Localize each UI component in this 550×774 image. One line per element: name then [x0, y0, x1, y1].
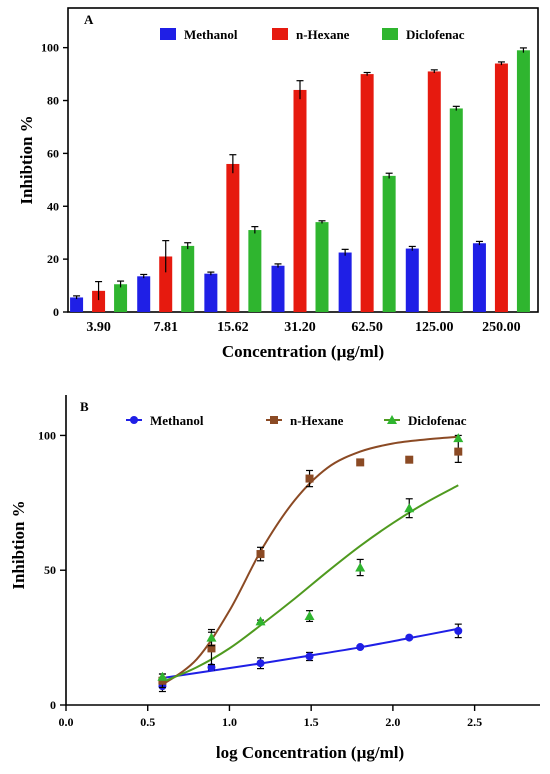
panel-a-bar-methanol	[137, 276, 151, 312]
panel-b-point-methanol	[207, 663, 216, 672]
panel-a-bar-chart: A Methanol n-Hexane Diclofenac 0 20 40 60 80 10…	[17, 7, 539, 361]
panel-b-legend-label: Methanol	[150, 413, 204, 428]
panel-a-bar-diclofenac	[382, 175, 396, 312]
panel-a-legend-label: n-Hexane	[296, 27, 350, 42]
panel-a-legend-swatch-n-hexane	[272, 28, 288, 40]
panel-a-x-tick-label: 250.00	[482, 320, 521, 335]
panel-b-x-tick-label: 2.5	[467, 715, 482, 729]
panel-a-bar-n-hexane	[92, 290, 106, 312]
panel-a-bar-n-hexane	[293, 89, 307, 313]
panel-a-legend-label: Diclofenac	[406, 27, 465, 42]
panel-b-fit-curve-n-hexane	[161, 435, 459, 686]
panel-b-x-tick-label: 2.0	[385, 715, 400, 729]
panel-a-bar-diclofenac	[114, 284, 128, 312]
panel-b-point-n-hexane	[305, 474, 314, 483]
panel-a-bar-methanol	[405, 248, 419, 312]
panel-a-x-tick-label: 7.81	[153, 320, 178, 335]
panel-b-y-tick-label: 50	[44, 563, 56, 577]
panel-b-point-n-hexane	[356, 458, 365, 467]
panel-b-axes	[65, 395, 540, 706]
panel-b-legend-marker-n-hexane	[270, 416, 278, 424]
panel-b-legend-marker-methanol	[130, 416, 138, 424]
panel-a-bar-methanol	[271, 265, 285, 312]
panel-b-x-tick-label: 0.5	[140, 715, 155, 729]
panel-a-bar-n-hexane	[494, 63, 508, 312]
panel-b-y-axis-title: Inhibtion %	[9, 500, 28, 589]
panel-b-legend: Methanol n-Hexane Diclofenac	[126, 413, 467, 428]
panel-a-y-tick-label: 80	[47, 94, 59, 108]
panel-a-bar-n-hexane	[159, 256, 173, 312]
panel-b-point-diclofenac	[355, 562, 366, 572]
panel-a-legend: Methanol n-Hexane Diclofenac	[160, 27, 465, 42]
panel-b-point-n-hexane	[454, 447, 463, 456]
panel-a-x-tick-label: 62.50	[351, 320, 383, 335]
panel-b-point-methanol	[356, 643, 365, 652]
panel-a-bar-diclofenac	[315, 222, 329, 312]
panel-a-bar-methanol	[472, 243, 486, 312]
panel-a-bar-diclofenac	[181, 245, 195, 312]
panel-b-point-diclofenac	[404, 503, 415, 513]
panel-b-point-diclofenac	[453, 433, 464, 443]
panel-a-bar-diclofenac	[248, 230, 262, 312]
panel-b-legend-label: n-Hexane	[290, 413, 344, 428]
panel-a-bar-n-hexane	[427, 71, 441, 312]
panel-b-label: B	[80, 399, 89, 414]
panel-a-y-tick-label: 40	[47, 199, 59, 213]
panel-a-bar-methanol	[204, 273, 218, 312]
panel-b-point-diclofenac	[157, 671, 168, 681]
panel-b-x-tick-label: 1.5	[304, 715, 319, 729]
panel-a-legend-swatch-diclofenac	[382, 28, 398, 40]
panel-a-bar-n-hexane	[226, 163, 240, 312]
panel-b-legend-label: Diclofenac	[408, 413, 467, 428]
panel-a-x-tick-label: 31.20	[284, 320, 316, 335]
panel-b-point-n-hexane	[158, 676, 167, 685]
panel-a-legend-label: Methanol	[184, 27, 238, 42]
panel-a-x-tick-label: 15.62	[217, 320, 249, 335]
panel-b-x-tick-label: 0.0	[59, 715, 74, 729]
panel-a-y-axis-title: Inhibtion %	[17, 115, 36, 204]
panel-a-x-tick-label: 125.00	[415, 320, 454, 335]
panel-b-point-n-hexane	[207, 644, 216, 653]
panel-a-x-axis-title: Concentration (µg/ml)	[222, 342, 384, 361]
panel-b-legend-marker-diclofenac	[387, 415, 397, 424]
panel-b-point-n-hexane	[405, 455, 414, 464]
panel-b-x-axis-title: log Concentration (µg/ml)	[216, 743, 404, 762]
panel-b-point-methanol	[305, 652, 314, 661]
panel-b-y-tick-label: 100	[38, 428, 56, 442]
panel-a-bar-methanol	[338, 252, 352, 312]
panel-b-y-tick-label: 0	[50, 698, 56, 712]
panel-b-point-diclofenac	[304, 611, 315, 621]
panel-b-point-methanol	[454, 626, 463, 635]
panel-a-x-tick-label: 3.90	[86, 320, 111, 335]
panel-a-y-tick-label: 60	[47, 146, 59, 160]
panel-b-point-diclofenac	[255, 616, 266, 626]
panel-a-legend-swatch-methanol	[160, 28, 176, 40]
panel-a-y-tick-label: 20	[47, 252, 59, 266]
panel-a-label: A	[84, 12, 94, 27]
panel-a-bar-diclofenac	[449, 108, 463, 312]
panel-a-bar-n-hexane	[360, 74, 374, 312]
panel-b-point-methanol	[256, 659, 265, 668]
panel-a-y-tick-label: 0	[53, 305, 59, 319]
panel-a-bar-diclofenac	[516, 50, 530, 312]
panel-b-scatter-chart: B Methanol n-Hexane Diclofenac 0 50 100 0.0 0…	[9, 395, 540, 762]
panel-a-y-tick-label: 100	[41, 41, 59, 55]
panel-b-x-tick-label: 1.0	[222, 715, 237, 729]
panel-b-point-diclofenac	[206, 632, 217, 642]
panel-b-point-methanol	[405, 633, 414, 642]
panel-b-point-n-hexane	[256, 550, 265, 559]
panel-a-bar-methanol	[70, 297, 84, 312]
